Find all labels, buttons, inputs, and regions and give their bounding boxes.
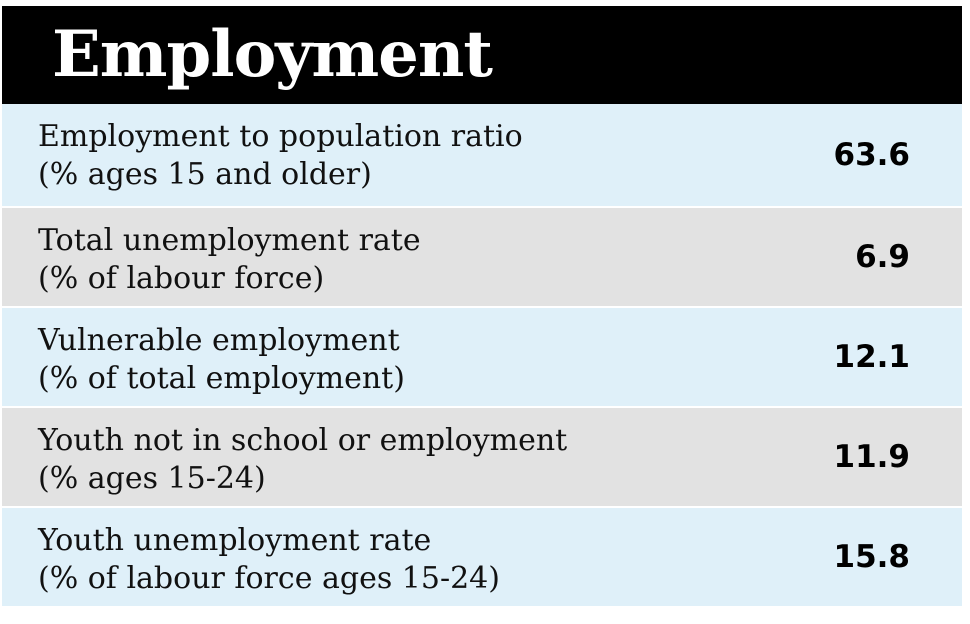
table-header: Employment: [2, 6, 962, 104]
table-row: Youth unemployment rate (% of labour for…: [2, 506, 962, 606]
table-row: Employment to population ratio (% ages 1…: [2, 104, 962, 206]
row-label-line2: (% ages 15 and older): [38, 157, 372, 192]
row-label-line1: Youth not in school or employment: [38, 423, 568, 458]
table-row: Total unemployment rate (% of labour for…: [2, 206, 962, 306]
employment-table: Employment Employment to population rati…: [2, 6, 962, 612]
row-value: 12.1: [833, 339, 911, 375]
table-row: Youth not in school or employment (% age…: [2, 406, 962, 506]
table-title: Employment: [52, 17, 493, 92]
row-label-line1: Employment to population ratio: [38, 119, 523, 154]
row-label-line1: Youth unemployment rate: [38, 523, 432, 558]
row-label-line2: (% of labour force): [38, 261, 325, 296]
row-value: 6.9: [855, 239, 910, 275]
row-label-line2: (% of total employment): [38, 361, 405, 396]
row-label-line2: (% ages 15-24): [38, 461, 266, 496]
table-row: Vulnerable employment (% of total employ…: [2, 306, 962, 406]
row-label-line1: Total unemployment rate: [38, 223, 421, 258]
row-label: Employment to population ratio (% ages 1…: [38, 118, 523, 194]
row-label: Youth unemployment rate (% of labour for…: [38, 522, 500, 598]
row-value: 11.9: [833, 439, 911, 475]
row-label-line1: Vulnerable employment: [38, 323, 400, 358]
row-label: Vulnerable employment (% of total employ…: [38, 322, 405, 398]
row-label: Youth not in school or employment (% age…: [38, 422, 567, 498]
row-value: 15.8: [833, 539, 911, 575]
row-label: Total unemployment rate (% of labour for…: [38, 222, 421, 298]
row-label-line2: (% of labour force ages 15-24): [38, 561, 500, 596]
row-value: 63.6: [833, 137, 911, 173]
